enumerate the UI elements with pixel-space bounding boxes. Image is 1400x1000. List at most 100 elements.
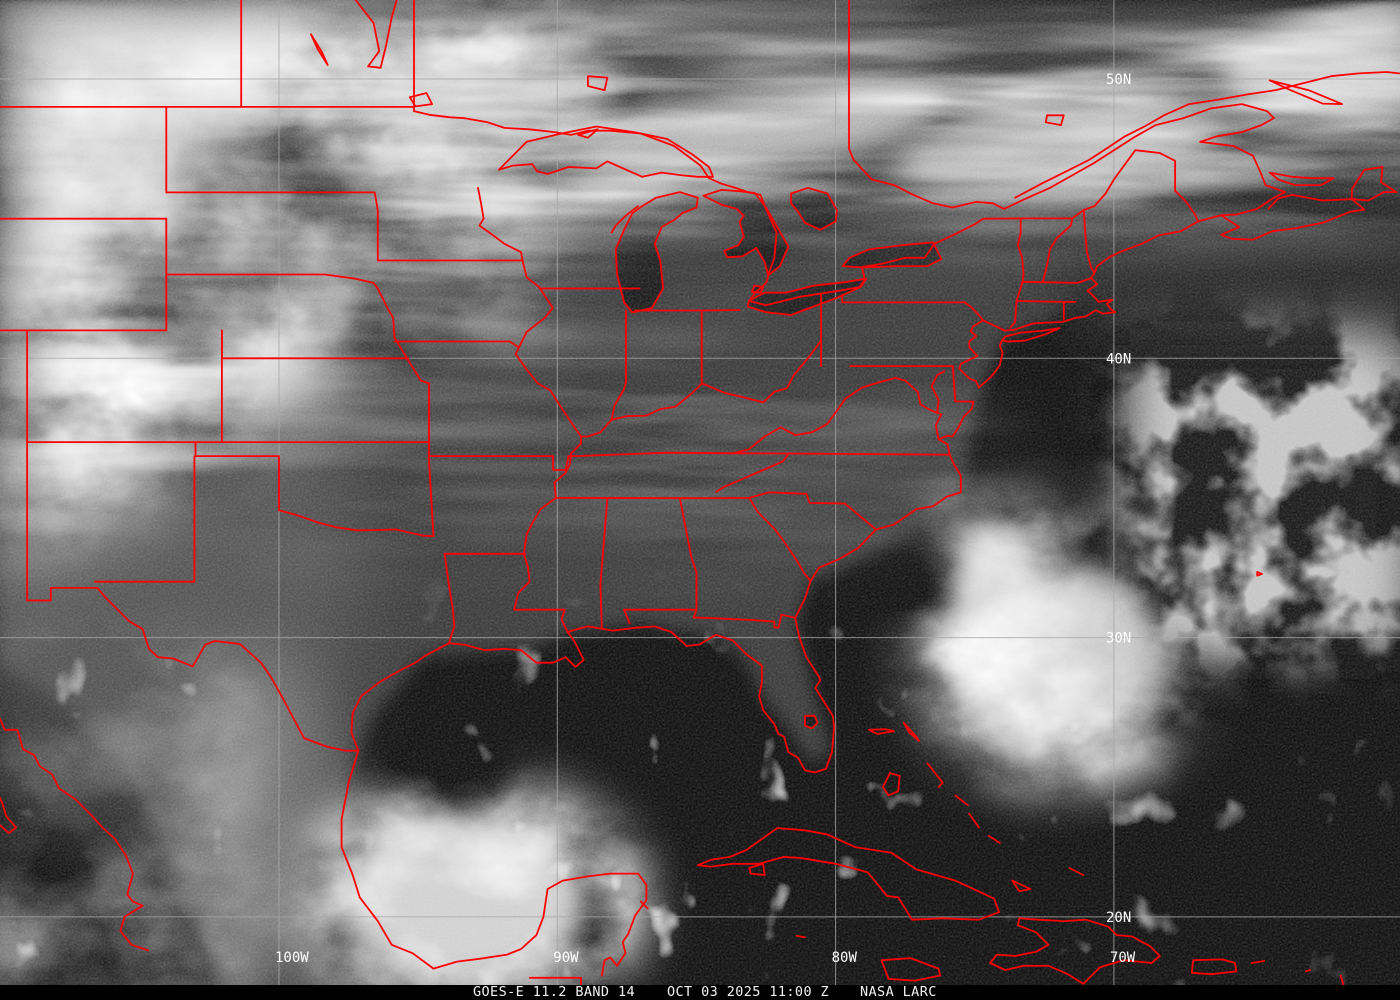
mo-ia-border bbox=[393, 340, 520, 348]
pa-ny-nj-border bbox=[841, 294, 984, 370]
andros bbox=[882, 772, 901, 797]
lake-erie bbox=[747, 277, 868, 316]
missouri-river-border bbox=[376, 287, 430, 457]
nm-mexico-border bbox=[26, 587, 99, 602]
lake-michigan bbox=[614, 191, 699, 314]
cuba-coast bbox=[696, 827, 1000, 921]
chesapeake-bay bbox=[930, 370, 945, 441]
la-ms-border bbox=[513, 608, 569, 633]
ny-vt-ma-ct-border bbox=[1009, 217, 1025, 329]
mexico-pacific-coast bbox=[0, 716, 150, 952]
turks-islands bbox=[1068, 867, 1085, 876]
fl-west-border bbox=[623, 608, 631, 625]
caption-product-label: GOES-E 11.2 BAND 14 bbox=[473, 984, 636, 1000]
isle-of-youth bbox=[748, 862, 766, 876]
ma-north-border bbox=[1021, 277, 1092, 284]
abaco bbox=[902, 721, 920, 742]
eleuthera bbox=[926, 762, 944, 788]
mi-south-border bbox=[634, 309, 741, 312]
caption-bar: GOES-E 11.2 BAND 14 OCT 03 2025 11:00 Z … bbox=[0, 985, 1400, 1000]
lake-winnipeg bbox=[354, 0, 398, 69]
ok-ar-border bbox=[427, 455, 435, 538]
mexico-gulf-coast bbox=[340, 749, 648, 977]
cape-breton-coast bbox=[1350, 166, 1398, 202]
mn-wi-border bbox=[477, 187, 524, 262]
nj-coast bbox=[958, 339, 1004, 389]
al-ga-border bbox=[678, 497, 698, 619]
green-bay bbox=[610, 205, 639, 234]
mississippi-river-border bbox=[513, 259, 582, 611]
prince-edward-island bbox=[1268, 171, 1335, 186]
virgin-islands bbox=[1250, 960, 1266, 964]
ohio-river-border bbox=[580, 339, 822, 438]
cozumel bbox=[639, 900, 649, 910]
leeward-islands-2 bbox=[1339, 974, 1345, 987]
long-island-bahamas bbox=[968, 812, 980, 829]
longitude-label-70W: 70W bbox=[1110, 950, 1136, 966]
tn-nc-border bbox=[715, 452, 790, 493]
latitude-label-40N: 40N bbox=[1106, 351, 1131, 367]
vt-nh-border bbox=[1042, 217, 1074, 283]
st-lawrence-north-shore bbox=[1014, 71, 1400, 199]
lake-ontario bbox=[841, 241, 943, 269]
nj-ny-border bbox=[982, 319, 1006, 332]
nova-scotia-coast bbox=[1220, 194, 1366, 241]
new-england-coast bbox=[1003, 220, 1200, 332]
longitude-label-80W: 80W bbox=[832, 950, 858, 966]
lake-superior bbox=[498, 125, 714, 178]
tx-la-border bbox=[443, 552, 456, 645]
lake-of-the-woods bbox=[408, 92, 433, 108]
potomac-border bbox=[894, 377, 939, 414]
ok-panhandle-border bbox=[194, 441, 280, 512]
caption-timestamp: OCT 03 2025 11:00 Z bbox=[667, 984, 830, 1000]
st-lawrence-south-shore bbox=[1003, 103, 1275, 210]
latitude-label-20N: 20N bbox=[1106, 910, 1131, 926]
rio-grande-border bbox=[96, 587, 360, 752]
lake-manitoba bbox=[310, 33, 329, 66]
longitude-label-100W: 100W bbox=[275, 950, 309, 966]
lake-nipigon bbox=[587, 75, 609, 92]
baja-california-tip bbox=[0, 796, 17, 834]
lake-okeechobee bbox=[804, 714, 819, 730]
ms-al-border bbox=[599, 497, 609, 630]
on-qc-border bbox=[848, 0, 1005, 210]
longitude-label-90W: 90W bbox=[553, 950, 579, 966]
mo-ar-border bbox=[428, 455, 575, 471]
jamaica-coast bbox=[880, 957, 941, 982]
new-brunswick-coast bbox=[1197, 140, 1286, 223]
caption-credit: NASA LARC bbox=[860, 984, 937, 1000]
lake-huron bbox=[702, 189, 790, 277]
anticosti-island bbox=[1268, 79, 1343, 105]
long-island-coast bbox=[1001, 327, 1061, 343]
leeward-islands-1 bbox=[1305, 969, 1311, 973]
cat-island bbox=[954, 794, 969, 807]
graticule-labels-layer: 50N 40N 30N 20N 100W 90W 80W 70W bbox=[275, 72, 1136, 966]
atlantic-gulf-coast bbox=[350, 438, 962, 774]
latitude-label-50N: 50N bbox=[1106, 72, 1131, 88]
delmarva-coast bbox=[937, 400, 975, 441]
de-md-border bbox=[951, 365, 975, 403]
crooked-island bbox=[987, 835, 1001, 844]
red-river-border bbox=[278, 509, 435, 538]
great-inagua bbox=[1011, 879, 1032, 893]
nh-me-border bbox=[1082, 209, 1096, 274]
bermuda bbox=[1256, 571, 1263, 577]
ga-fl-border bbox=[692, 613, 797, 629]
lac-st-jean bbox=[1044, 114, 1065, 126]
lake-st-clair bbox=[751, 284, 765, 294]
sd-east-border bbox=[373, 191, 379, 262]
isle-royale bbox=[577, 128, 599, 139]
ga-sc-border bbox=[748, 497, 812, 582]
hispaniola-coast bbox=[989, 917, 1161, 985]
il-in-border bbox=[610, 309, 627, 421]
latitude-label-30N: 30N bbox=[1106, 631, 1131, 647]
grand-cayman bbox=[795, 935, 806, 939]
ky-va-wv-border bbox=[732, 377, 897, 455]
ma-south-border bbox=[1015, 300, 1077, 303]
sd-ne-border bbox=[165, 273, 379, 290]
